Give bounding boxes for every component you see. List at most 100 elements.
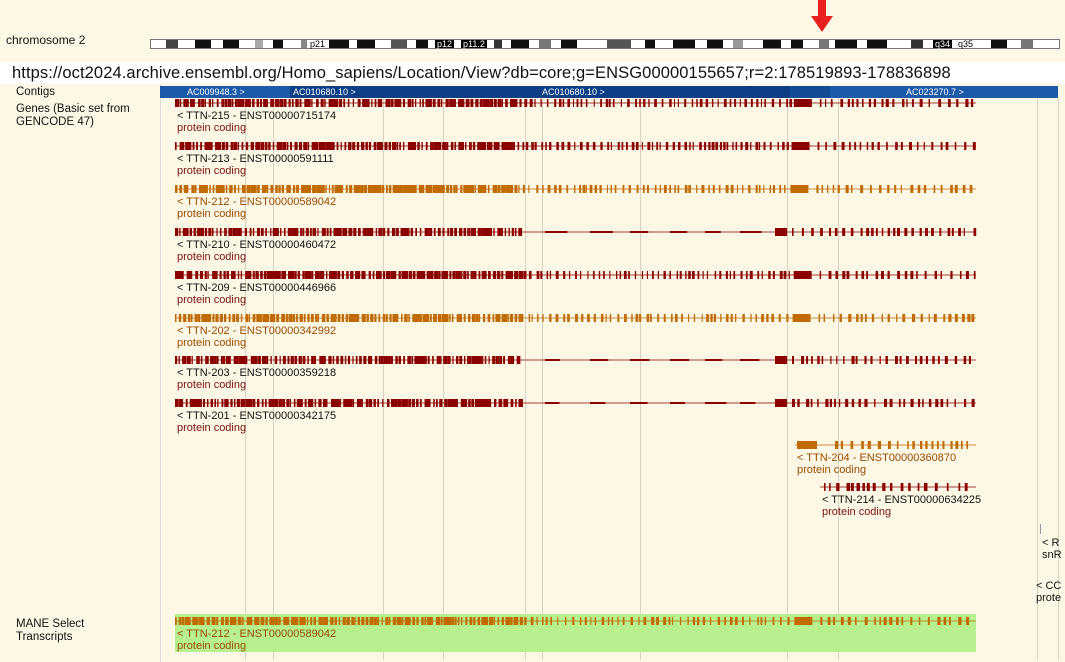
location-marker-arrow-icon <box>811 0 833 32</box>
transcript-biotype: protein coding <box>797 464 867 476</box>
transcript-label[interactable]: < TTN-213 - ENST00000591111 <box>177 153 334 165</box>
ideogram-band <box>391 40 407 48</box>
band-label: p11.2 <box>461 39 487 49</box>
transcript-label[interactable]: < TTN-215 - ENST00000715174 <box>177 110 337 122</box>
transcript-label[interactable]: < TTN-212 - ENST00000589042 <box>177 196 337 208</box>
contig-segment-dark <box>290 86 790 98</box>
ideogram-band <box>511 40 529 48</box>
ideogram-band <box>791 40 803 48</box>
gridline <box>640 98 641 660</box>
contig-label[interactable]: AC010680.10 > <box>293 87 356 97</box>
transcript-glyph[interactable] <box>795 440 982 450</box>
transcript-biotype: protein coding <box>177 422 247 434</box>
genes-track-label-line1: Genes (Basic set from <box>16 103 130 115</box>
ideogram-band <box>645 40 655 48</box>
transcript-label[interactable]: < TTN-203 - ENST00000359218 <box>177 367 337 379</box>
mane-transcript-label[interactable]: < TTN-212 - ENST00000589042 <box>177 628 337 640</box>
transcript-label[interactable]: < TTN-210 - ENST00000460472 <box>177 239 337 251</box>
chromosome-ideogram[interactable]: p21 p12 p11.2 q34 q35 <box>150 39 1060 49</box>
transcript-glyph[interactable] <box>175 270 982 280</box>
ideogram-band <box>911 40 923 48</box>
edge-fragment-text: < R <box>1042 537 1060 549</box>
ideogram-band <box>561 40 577 48</box>
ideogram-band <box>607 40 631 48</box>
centromere <box>494 40 502 48</box>
ideogram-band <box>273 40 283 48</box>
transcript-glyph[interactable] <box>175 141 982 151</box>
transcript-glyph[interactable] <box>175 398 982 408</box>
ideogram-band <box>673 40 695 48</box>
gridline <box>787 98 788 660</box>
edge-tick <box>1040 524 1043 534</box>
ideogram-band <box>835 40 857 48</box>
mane-transcript-glyph[interactable] <box>175 616 981 626</box>
contigs-track-label: Contigs <box>16 86 55 98</box>
ideogram-band <box>733 40 743 48</box>
gridline <box>542 98 543 660</box>
edge-fragment-text: < CC <box>1036 580 1062 592</box>
page-url: https://oct2024.archive.ensembl.org/Homo… <box>12 64 951 82</box>
transcript-glyph[interactable] <box>175 98 982 108</box>
ideogram-band <box>301 40 307 48</box>
transcript-label[interactable]: < TTN-214 - ENST00000634225 <box>822 494 982 506</box>
contig-segment-dark <box>790 86 830 98</box>
transcript-biotype: protein coding <box>177 165 247 177</box>
transcript-biotype: protein coding <box>177 251 247 263</box>
contig-label[interactable]: AC010680.10 > <box>542 87 605 97</box>
band-label: p21 <box>308 39 328 49</box>
transcript-biotype: protein coding <box>822 506 892 518</box>
ideogram-band <box>416 40 428 48</box>
transcript-biotype: protein coding <box>177 379 247 391</box>
gridline <box>245 98 246 660</box>
ideogram-band <box>329 40 349 48</box>
gridline <box>383 98 384 660</box>
ideogram-band <box>763 40 781 48</box>
mane-transcript-biotype: protein coding <box>177 640 247 652</box>
transcript-label[interactable]: < TTN-204 - ENST00000360870 <box>797 452 957 464</box>
transcript-biotype: protein coding <box>177 122 247 134</box>
ideogram-band <box>255 40 263 48</box>
transcript-label[interactable]: < TTN-209 - ENST00000446966 <box>177 282 337 294</box>
transcript-glyph[interactable] <box>175 227 982 237</box>
contig-label[interactable]: AC009948.3 > <box>187 87 245 97</box>
gridline <box>1058 98 1059 660</box>
transcript-biotype: protein coding <box>177 294 247 306</box>
ideogram-band <box>166 40 178 48</box>
transcript-glyph[interactable] <box>175 355 982 365</box>
edge-fragment-text: snR <box>1042 549 1062 561</box>
gridline <box>1037 98 1038 660</box>
transcript-glyph[interactable] <box>175 313 982 323</box>
gridline <box>273 98 274 660</box>
transcript-glyph[interactable] <box>820 482 982 492</box>
gridline <box>525 98 526 660</box>
mane-track-label-line2: Transcripts <box>16 631 73 643</box>
mane-track-label-line1: MANE Select <box>16 618 85 630</box>
ideogram-band <box>223 40 239 48</box>
ideogram-band <box>1021 40 1033 48</box>
ideogram-band <box>991 40 1007 48</box>
genes-track-label-line2: GENCODE 47) <box>16 116 94 128</box>
edge-fragment-text: prote <box>1036 592 1062 604</box>
transcript-label[interactable]: < TTN-201 - ENST00000342175 <box>177 410 337 422</box>
contigs-track[interactable]: AC009948.3 > AC010680.10 > AC010680.10 >… <box>160 86 1058 98</box>
track-labels-column: Contigs Genes (Basic set from GENCODE 47… <box>0 84 161 662</box>
region-panel <box>0 84 1065 662</box>
transcript-biotype: protein coding <box>177 208 247 220</box>
gridline <box>443 98 444 660</box>
band-label: q34 <box>933 39 953 49</box>
chromosome-band-area <box>0 0 1065 62</box>
ideogram-band <box>867 40 887 48</box>
transcript-label[interactable]: < TTN-202 - ENST00000342992 <box>177 325 337 337</box>
ideogram-band <box>357 40 375 48</box>
chromosome-label: chromosome 2 <box>6 33 86 47</box>
ideogram-band <box>195 40 211 48</box>
band-label: p12 <box>435 39 455 49</box>
transcript-glyph[interactable] <box>175 184 982 194</box>
ideogram-band <box>539 40 551 48</box>
ideogram-band <box>819 40 829 48</box>
transcript-biotype: protein coding <box>177 337 247 349</box>
gridline <box>838 98 839 660</box>
ideogram-band <box>707 40 723 48</box>
band-label: q35 <box>956 39 976 49</box>
contig-label[interactable]: AC023270.7 > <box>906 87 964 97</box>
